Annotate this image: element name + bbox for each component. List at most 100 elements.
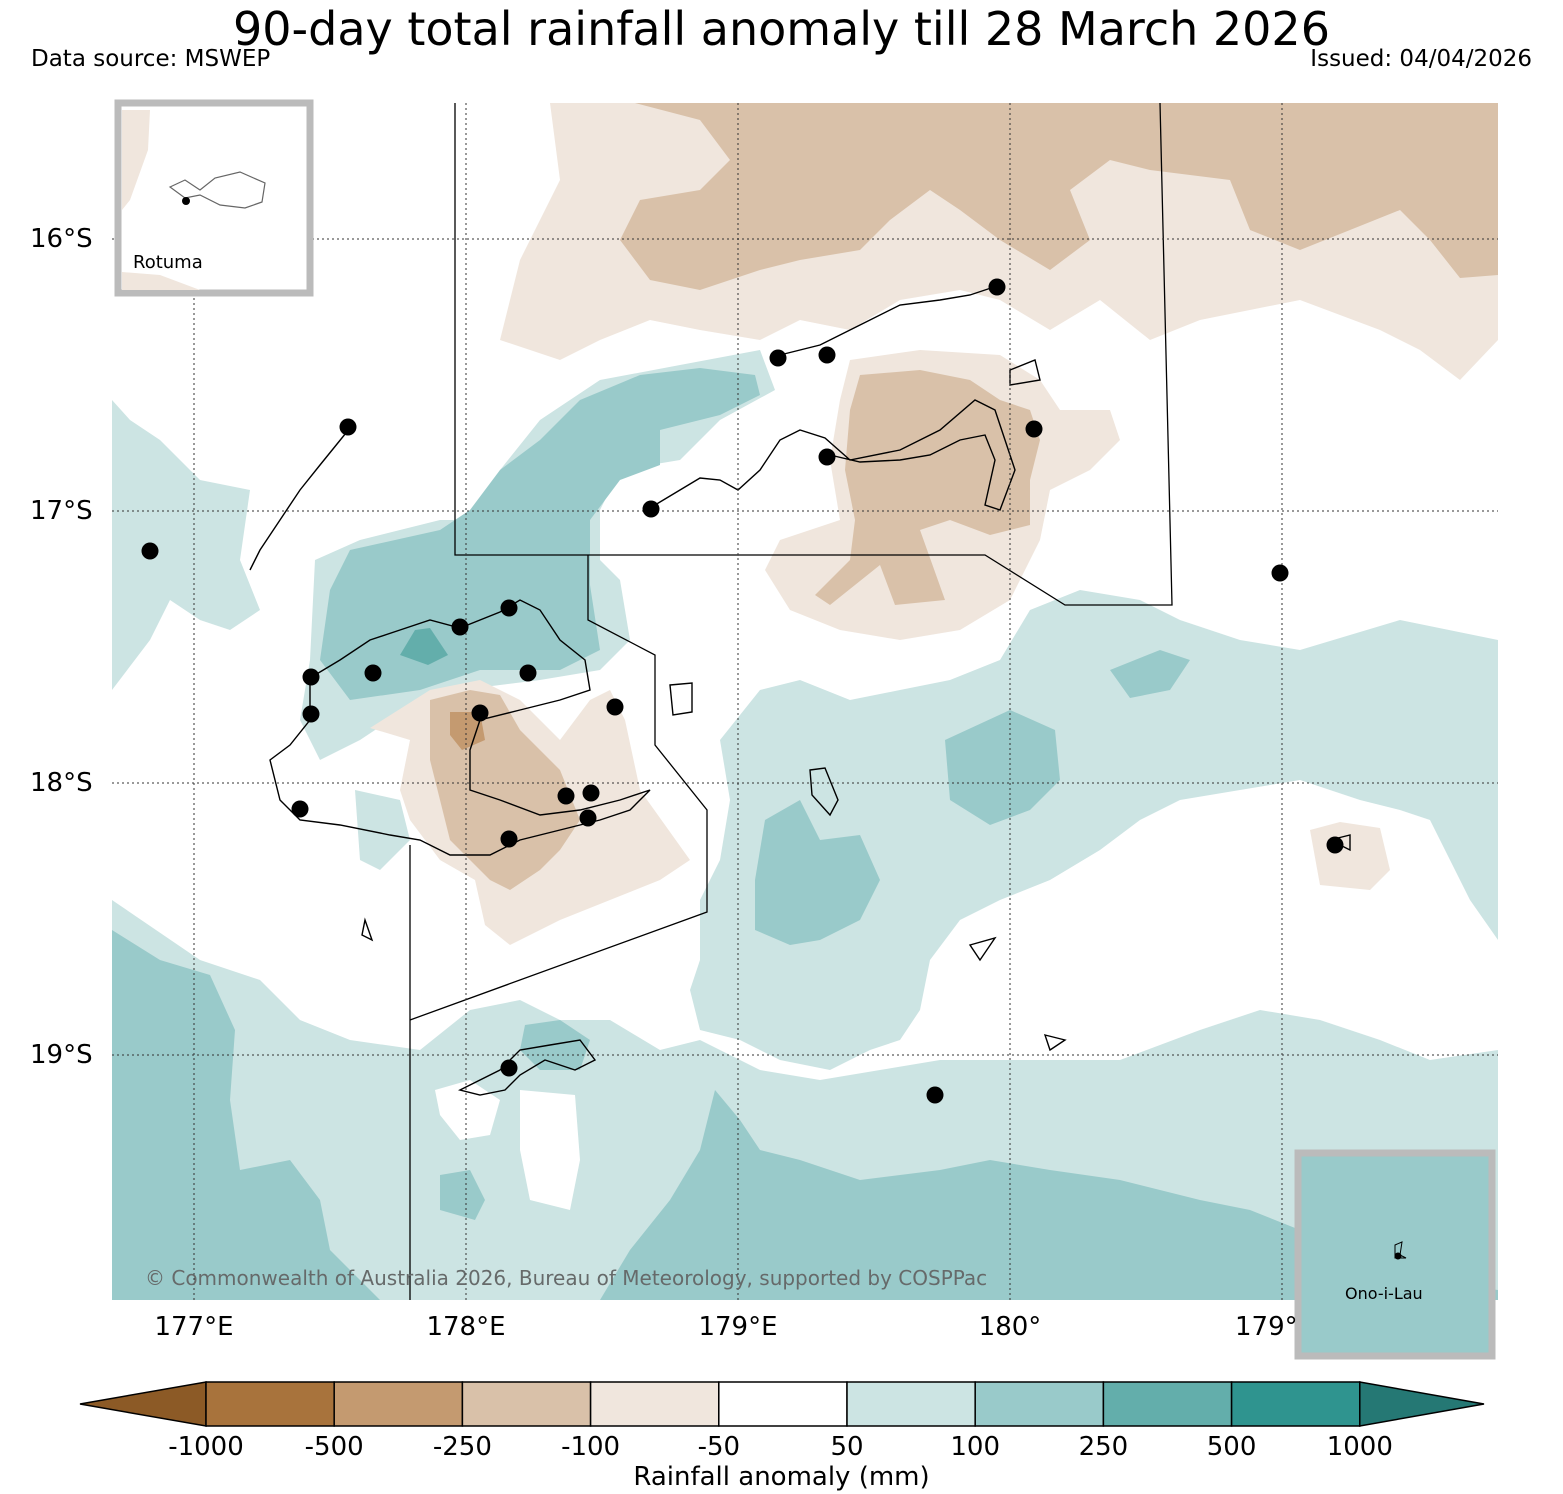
wet-area-west	[112, 400, 260, 690]
station-marker	[769, 349, 787, 367]
lat-label: 17°S	[30, 496, 93, 526]
coast-beqa	[361, 917, 374, 942]
division-boundaries	[409, 102, 1173, 1300]
lat-label: 18°S	[30, 768, 93, 798]
inset-ono-i-lau	[1294, 1149, 1496, 1360]
colorbar-tick-label: 1000	[1326, 1432, 1393, 1462]
wet-core-east-1	[945, 710, 1060, 825]
station-marker	[642, 500, 660, 518]
coast-gau	[968, 936, 997, 962]
coast-ovalau	[669, 682, 693, 716]
colorbar-tick-label: 500	[1206, 1432, 1257, 1462]
colorbar-bin	[589, 1381, 720, 1427]
graticule	[112, 103, 1498, 1300]
station-marker	[302, 668, 320, 686]
station-marker	[339, 418, 357, 436]
station-marker	[557, 787, 575, 805]
rotuma-coast	[168, 171, 266, 209]
coast-viti-levu	[269, 599, 651, 856]
lon-label: 178°E	[426, 1312, 506, 1342]
colorbar-bin	[846, 1381, 976, 1427]
wet-area-west-coast	[355, 790, 410, 870]
station-marker	[291, 800, 309, 818]
station-marker	[1271, 564, 1289, 582]
colorbar-bin	[974, 1381, 1105, 1427]
station-marker	[471, 704, 489, 722]
colorbar-tick-label: 250	[1078, 1432, 1129, 1462]
station-marker	[606, 698, 624, 716]
coast-vanua-levu-north	[779, 284, 1001, 356]
station-marker	[818, 448, 836, 466]
wet-core-kadavu	[520, 1020, 590, 1070]
issued-date: Issued: 04/04/2026	[1310, 46, 1532, 72]
coast-koro	[809, 767, 839, 817]
map-title: 90-day total rainfall anomaly till 28 Ma…	[233, 2, 1330, 56]
colorbar-tick-label: -50	[697, 1432, 741, 1462]
station-marker	[451, 618, 469, 636]
copyright-notice: © Commonwealth of Australia 2026, Bureau…	[145, 1266, 988, 1290]
stations	[141, 278, 1344, 1104]
colorbar-tick-label: 100	[950, 1432, 1000, 1462]
colorbar-bin	[718, 1381, 848, 1427]
coast-west-islands	[249, 427, 351, 571]
dry-peak-viti-levu	[450, 712, 485, 750]
lon-label: 179°	[1235, 1312, 1298, 1342]
lat-label: 16°S	[30, 224, 93, 254]
anomaly-field	[112, 103, 1498, 1300]
data-source: Data source: MSWEP	[31, 46, 271, 72]
station-marker	[579, 809, 597, 827]
white-hole-south-2	[435, 1080, 500, 1140]
wet-core-viti-levu	[320, 368, 760, 700]
coast-moala	[1043, 1034, 1067, 1052]
station-marker	[302, 705, 320, 723]
colorbar-title: Rainfall anomaly (mm)	[633, 1462, 930, 1492]
colorbar-extend-low	[79, 1381, 207, 1427]
wet-core-south-east	[600, 1090, 1498, 1300]
colorbar-bin	[1230, 1381, 1361, 1427]
lat-label: 19°S	[30, 1040, 93, 1070]
lon-label: 179°E	[698, 1312, 778, 1342]
lon-label: 180°	[978, 1312, 1042, 1342]
wet-spot-south	[440, 1170, 485, 1220]
colorbar-bin	[333, 1381, 464, 1427]
colorbar-tick-label: -1000	[168, 1432, 244, 1462]
white-hole-south	[520, 1090, 580, 1210]
colorbar-tick-label: -250	[432, 1432, 492, 1462]
station-marker	[926, 1086, 944, 1104]
station-marker	[582, 784, 600, 802]
ono-i-lau-station-marker	[1394, 1252, 1402, 1260]
station-marker	[1326, 836, 1344, 854]
wet-core-south	[112, 930, 380, 1300]
colorbar-bin	[1102, 1381, 1233, 1427]
inset-label-ono-i-lau: Ono-i-Lau	[1345, 1284, 1423, 1303]
wet-band-east	[690, 590, 1498, 1070]
dry-core-vanua-levu	[815, 370, 1040, 605]
coast-kadavu	[457, 1039, 597, 1096]
colorbar-bin	[461, 1381, 592, 1427]
station-marker	[500, 1059, 518, 1077]
inset-label-rotuma: Rotuma	[133, 252, 203, 273]
lon-label: 177°E	[154, 1312, 234, 1342]
colorbar	[79, 1381, 1485, 1427]
station-marker	[1025, 420, 1043, 438]
station-marker	[500, 599, 518, 617]
rotuma-dry-shade-2	[122, 272, 200, 290]
station-marker	[500, 830, 518, 848]
rotuma-dry-shade	[122, 110, 150, 210]
colorbar-bin	[205, 1381, 335, 1427]
boundary-central	[409, 555, 708, 1021]
station-marker	[988, 278, 1006, 296]
dry-core-north	[620, 103, 1498, 290]
colorbar-tick-label: -500	[304, 1432, 364, 1462]
colorbar-tick-label: 50	[830, 1432, 864, 1462]
wet-core-east-2	[755, 800, 880, 945]
station-marker	[519, 664, 537, 682]
colorbar-extend-high	[1359, 1381, 1485, 1427]
dry-spot-ono	[1310, 822, 1390, 890]
wet-core-east-3	[1110, 650, 1190, 698]
station-marker	[364, 664, 382, 682]
station-marker	[818, 346, 836, 364]
station-marker	[141, 542, 159, 560]
boundary-northern	[454, 102, 1173, 606]
